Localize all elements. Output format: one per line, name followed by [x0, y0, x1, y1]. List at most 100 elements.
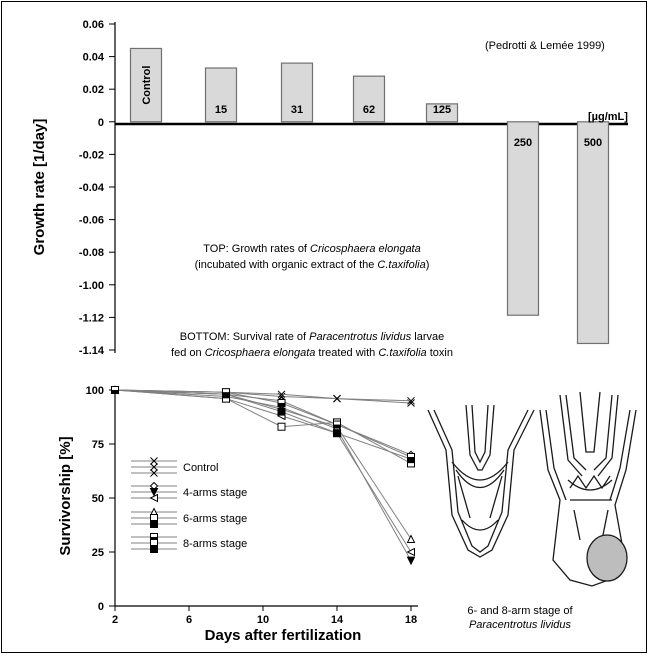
caption-top-line2-suffix: ): [426, 259, 430, 271]
marker-square: [150, 545, 158, 553]
marker-x: [407, 396, 415, 405]
top-y-tick-label: -0.06: [79, 215, 104, 227]
marker-half-square-fill: [333, 424, 341, 429]
bar-label: 250: [514, 137, 532, 149]
bottom-y-tick-label: 0: [98, 601, 104, 613]
unit-label: [µg/mL]: [588, 111, 628, 123]
growth-rate-bar-chart: 0.06 0.04 0.02 0 -0.02 -0.04 -0.06 -0.08 -1.00 -1…: [31, 19, 628, 359]
legend-item-1: Control: [131, 457, 218, 477]
marker-square: [150, 520, 158, 528]
series-line: [114, 389, 412, 464]
marker-triangle-down: [406, 556, 416, 566]
bottom-x-axis-label: Days after fertilization: [205, 627, 362, 644]
source-note: (Pedrotti & Lemée 1999): [485, 40, 605, 52]
line-series-3: [110, 385, 416, 460]
caption-top-line1: TOP: Growth rates of Cricosphaera elonga…: [203, 243, 420, 255]
marker-half-square-fill: [111, 390, 119, 394]
marker-half-square-fill: [150, 537, 158, 541]
caption-bottom-line2-mid: treated with: [315, 347, 378, 359]
top-y-tick-label: -0.04: [79, 182, 105, 194]
marker-square: [277, 422, 286, 431]
bar-label: 62: [363, 104, 375, 116]
legend-item-2: 4-arms stage: [131, 481, 247, 503]
caption-top-species: Cricosphaera elongata: [310, 243, 421, 255]
bottom-x-tick-label: 18: [405, 614, 417, 626]
top-y-tick-label: -1.14: [79, 345, 105, 357]
top-bars: Control 15 31 62 125 250 500: [129, 47, 610, 345]
legend-label: 4-arms stage: [183, 487, 247, 499]
bar-label: 125: [433, 104, 451, 116]
larva-illustration: 6- and 8-arm stage of Paracentrotus livi…: [427, 391, 637, 631]
bottom-y-tick-label: 75: [92, 439, 104, 451]
top-y-tick-label: 0.04: [83, 52, 105, 64]
marker-x: [150, 463, 158, 471]
legend-label: Control: [183, 462, 218, 474]
bar-125: [425, 103, 459, 123]
marker-half-square-fill: [222, 392, 230, 396]
marker-triangle-left: [149, 493, 158, 503]
top-y-axis-label: Growth rate [1/day]: [31, 119, 48, 256]
legend-label: 6-arms stage: [183, 513, 247, 525]
marker-triangle-left: [406, 547, 415, 557]
bar-250: [506, 121, 540, 316]
bar-control: [129, 47, 163, 123]
caption-bottom-line2-species: Cricosphaera elongata: [205, 347, 316, 359]
bar-label-control: Control: [141, 66, 153, 105]
legend-item-3: 6-arms stage: [131, 507, 247, 528]
bar-31: [280, 62, 314, 123]
caption-bottom-line1: BOTTOM: Survival rate of Paracentrotus l…: [180, 331, 445, 343]
caption-top-line2: (incubated with organic extract of the C…: [195, 259, 430, 271]
larva-6-arm-drawing: [427, 404, 535, 558]
caption-top-line2-prefix: (incubated with organic extract of the: [195, 259, 378, 271]
top-y-ticks: 0.06 0.04 0.02 0 -0.02 -0.04 -0.06 -0.08 -1.00 -1…: [79, 19, 115, 357]
caption-top-line2-species: C.taxifolia: [377, 259, 425, 271]
caption-bottom-line2-prefix: fed on: [171, 347, 205, 359]
caption-top-prefix: TOP: Growth rates of: [203, 243, 310, 255]
caption-bottom-line2-species2: C.taxifolia: [378, 347, 426, 359]
caption-bottom-line2-suffix: toxin: [427, 347, 453, 359]
top-y-tick-label: -0.02: [79, 149, 104, 161]
legend-item-4: 8-arms stage: [131, 533, 247, 553]
marker-x: [277, 390, 286, 399]
legend-label: 8-arms stage: [183, 538, 247, 550]
bar-62: [352, 75, 386, 123]
bottom-x-tick-label: 14: [331, 614, 344, 626]
bottom-legend: Control 4-arms stage 6-arms stage 8-arms st…: [131, 457, 247, 553]
bar-500: [576, 121, 610, 345]
bar-label: 15: [215, 104, 227, 116]
survivorship-line-chart: 0 25 50 75 100 2 6 10 14 18 Control 4-arms stage 6-…: [57, 385, 418, 644]
line-series-9: [111, 386, 415, 461]
illustration-caption-line1: 6- and 8-arm stage of: [467, 605, 573, 617]
line-series-5: [110, 385, 415, 557]
bottom-y-tick-label: 50: [92, 493, 104, 505]
marker-x: [150, 457, 158, 465]
caption-bottom-species: Paracentrotus lividus: [309, 331, 412, 343]
bottom-x-tick-label: 10: [257, 614, 269, 626]
line-series-8: [111, 386, 415, 464]
bottom-ticks: 0 25 50 75 100 2 6 10 14 18: [86, 385, 417, 626]
marker-half-square-fill: [278, 402, 285, 407]
top-y-tick-label: -1.00: [79, 280, 104, 292]
caption-bottom-prefix: BOTTOM: Survival rate of: [180, 331, 309, 343]
marker-triangle-down: [149, 488, 159, 497]
top-y-tick-label: 0.02: [83, 84, 104, 96]
marker-x: [333, 394, 341, 403]
caption-bottom-line2: fed on Cricosphaera elongata treated wit…: [171, 347, 453, 359]
marker-half-square-fill: [407, 456, 415, 461]
top-y-tick-label: -1.12: [79, 312, 104, 324]
bar-label: 500: [584, 137, 602, 149]
series-line: [114, 389, 412, 540]
illustration-caption-line2: Paracentrotus lividus: [469, 619, 572, 631]
series-line: [114, 389, 412, 561]
top-y-tick-label: 0: [98, 117, 104, 129]
caption-bottom-suffix: larvae: [411, 331, 444, 343]
marker-square: [333, 429, 341, 438]
top-y-tick-label: -0.08: [79, 247, 104, 259]
bottom-series: [110, 385, 416, 566]
bottom-x-tick-label: 6: [186, 614, 192, 626]
top-y-tick-label: 0.06: [83, 19, 104, 31]
bottom-y-tick-label: 100: [86, 385, 104, 397]
bar-15: [204, 67, 238, 123]
